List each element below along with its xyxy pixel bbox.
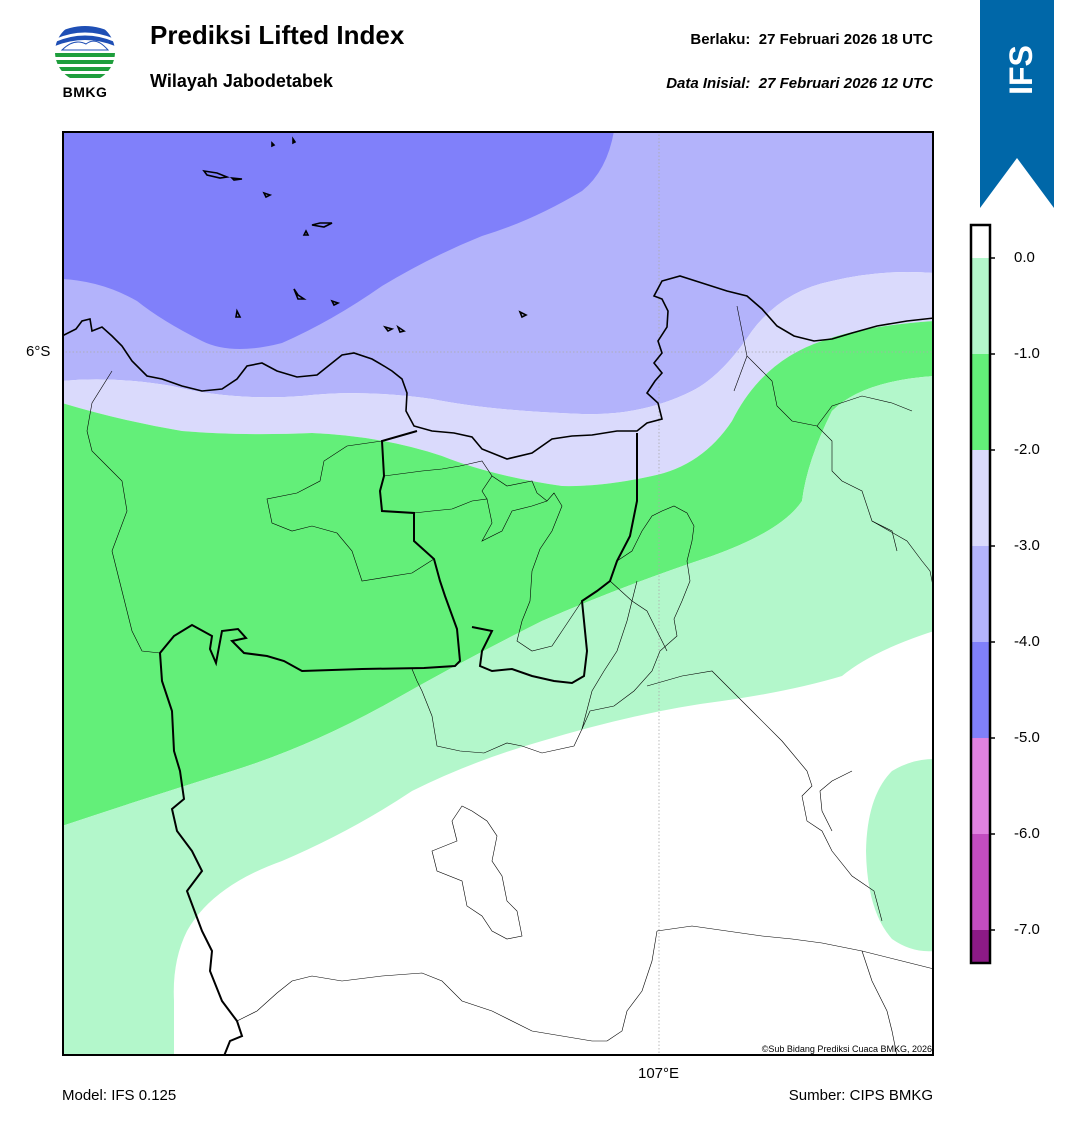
field-patch-0-to-1-east: [866, 759, 934, 952]
province-boundary: [158, 430, 462, 1056]
thousand-islands: [202, 136, 528, 333]
bmkg-emblem-icon: [55, 22, 115, 78]
colorbar-svg: [969, 223, 995, 965]
colorbar-segment: [971, 738, 990, 834]
field-band-0-to-1: [62, 376, 934, 1056]
colorbar-segment: [971, 354, 990, 450]
ribbon-text: IFS: [1003, 45, 1039, 95]
colorbar-tick-label: -3.0: [1014, 537, 1040, 554]
init-time: Data Inisial: 27 Februari 2026 12 UTC: [666, 75, 933, 92]
colorbar-tick-label: -2.0: [1014, 441, 1040, 458]
coastline: [62, 275, 934, 460]
valid-time-value: 27 Februari 2026 18 UTC: [758, 31, 933, 48]
field-band-1-to-2: [62, 321, 934, 826]
valid-time-label: Berlaku:: [690, 31, 751, 48]
colorbar-segment: [971, 930, 990, 963]
colorbar-tick-label: -4.0: [1014, 633, 1040, 650]
latitude-label: 6°S: [26, 343, 51, 360]
map-frame: [62, 131, 934, 1056]
init-time-label: Data Inisial:: [666, 75, 751, 92]
map-title: Prediksi Lifted Index: [150, 20, 405, 50]
colorbar-segment: [971, 642, 990, 738]
colorbar-tick-label: -5.0: [1014, 729, 1040, 746]
valid-time: Berlaku: 27 Februari 2026 18 UTC: [690, 31, 933, 48]
regency-boundaries: [86, 305, 934, 1056]
colorbar-tick-label: -6.0: [1014, 825, 1040, 842]
model-info: Model: IFS 0.125: [62, 1087, 177, 1104]
longitude-label: 107°E: [638, 1065, 680, 1082]
source-info: Sumber: CIPS BMKG: [788, 1087, 933, 1104]
field-band-2-to-3: [62, 272, 934, 487]
map-subtitle: Wilayah Jabodetabek: [150, 71, 333, 91]
copyright-note: ©Sub Bidang Prediksi Cuaca BMKG, 2026: [761, 1044, 932, 1054]
colorbar: 0.0 -1.0 -2.0 -3.0 -4.0 -5.0 -6.0 -7.0: [968, 222, 1040, 967]
model-ribbon: IFS: [980, 0, 1054, 210]
colorbar-tick-label: 0.0: [1014, 249, 1035, 266]
colorbar-segment: [971, 450, 990, 546]
map-canvas: [62, 131, 934, 1056]
ribbon-shape: [980, 0, 1054, 208]
colorbar-frame: [969, 223, 992, 965]
colorbar-segment-top: [971, 225, 990, 258]
logo-text: BMKG: [62, 84, 108, 100]
lifted-index-map: ©Sub Bidang Prediksi Cuaca BMKG, 2026: [62, 131, 934, 1056]
colorbar-segment: [971, 834, 990, 930]
colorbar-tick-label: -1.0: [1014, 345, 1040, 362]
province-boundary-2: [471, 433, 638, 685]
colorbar-segment: [971, 258, 990, 354]
field-band-4-to-5: [62, 131, 614, 350]
bmkg-logo: BMKG: [52, 20, 118, 102]
colorbar-tick-label: -7.0: [1014, 921, 1040, 938]
init-time-value: 27 Februari 2026 12 UTC: [758, 75, 933, 92]
colorbar-segment: [971, 546, 990, 642]
